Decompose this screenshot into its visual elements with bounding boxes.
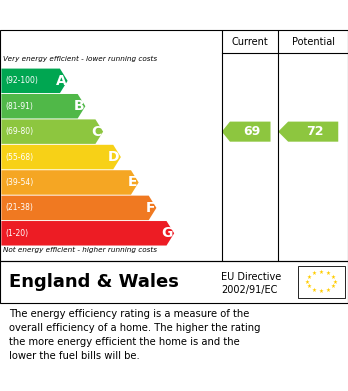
Text: ★: ★: [333, 280, 338, 285]
Text: (39-54): (39-54): [6, 178, 34, 187]
Text: ★: ★: [306, 274, 311, 280]
Text: ★: ★: [331, 284, 336, 289]
Polygon shape: [1, 145, 121, 169]
Text: The energy efficiency rating is a measure of the
overall efficiency of a home. T: The energy efficiency rating is a measur…: [9, 309, 260, 361]
Text: (69-80): (69-80): [6, 127, 34, 136]
Polygon shape: [1, 94, 85, 118]
Text: Not energy efficient - higher running costs: Not energy efficient - higher running co…: [3, 247, 158, 253]
Text: E: E: [128, 176, 137, 190]
Text: ★: ★: [326, 271, 331, 276]
Text: 69: 69: [243, 125, 260, 138]
Text: Potential: Potential: [292, 36, 335, 47]
Polygon shape: [1, 170, 139, 195]
Text: (92-100): (92-100): [6, 76, 38, 85]
Text: (55-68): (55-68): [6, 152, 34, 161]
Text: Energy Efficiency Rating: Energy Efficiency Rating: [9, 8, 230, 23]
Text: 2002/91/EC: 2002/91/EC: [221, 285, 277, 295]
Text: D: D: [108, 150, 119, 164]
Text: B: B: [73, 99, 84, 113]
Text: F: F: [145, 201, 155, 215]
Polygon shape: [1, 119, 103, 144]
Text: Current: Current: [232, 36, 269, 47]
Polygon shape: [222, 122, 270, 142]
Text: A: A: [55, 74, 66, 88]
Polygon shape: [1, 221, 174, 246]
Text: G: G: [161, 226, 173, 240]
Text: ★: ★: [306, 284, 311, 289]
Text: C: C: [92, 125, 102, 139]
Text: ★: ★: [304, 280, 309, 285]
Polygon shape: [1, 196, 156, 220]
Polygon shape: [278, 122, 338, 142]
Text: (1-20): (1-20): [6, 229, 29, 238]
Text: EU Directive: EU Directive: [221, 272, 281, 282]
Text: Very energy efficient - lower running costs: Very energy efficient - lower running co…: [3, 56, 158, 61]
Text: (81-91): (81-91): [6, 102, 33, 111]
Text: ★: ★: [311, 288, 316, 293]
Text: ★: ★: [326, 288, 331, 293]
Text: England & Wales: England & Wales: [9, 273, 179, 291]
Text: ★: ★: [318, 270, 324, 274]
Text: 72: 72: [306, 125, 323, 138]
Polygon shape: [1, 68, 68, 93]
Text: ★: ★: [318, 289, 324, 294]
Text: ★: ★: [311, 271, 316, 276]
Text: ★: ★: [331, 274, 336, 280]
Text: (21-38): (21-38): [6, 203, 33, 212]
